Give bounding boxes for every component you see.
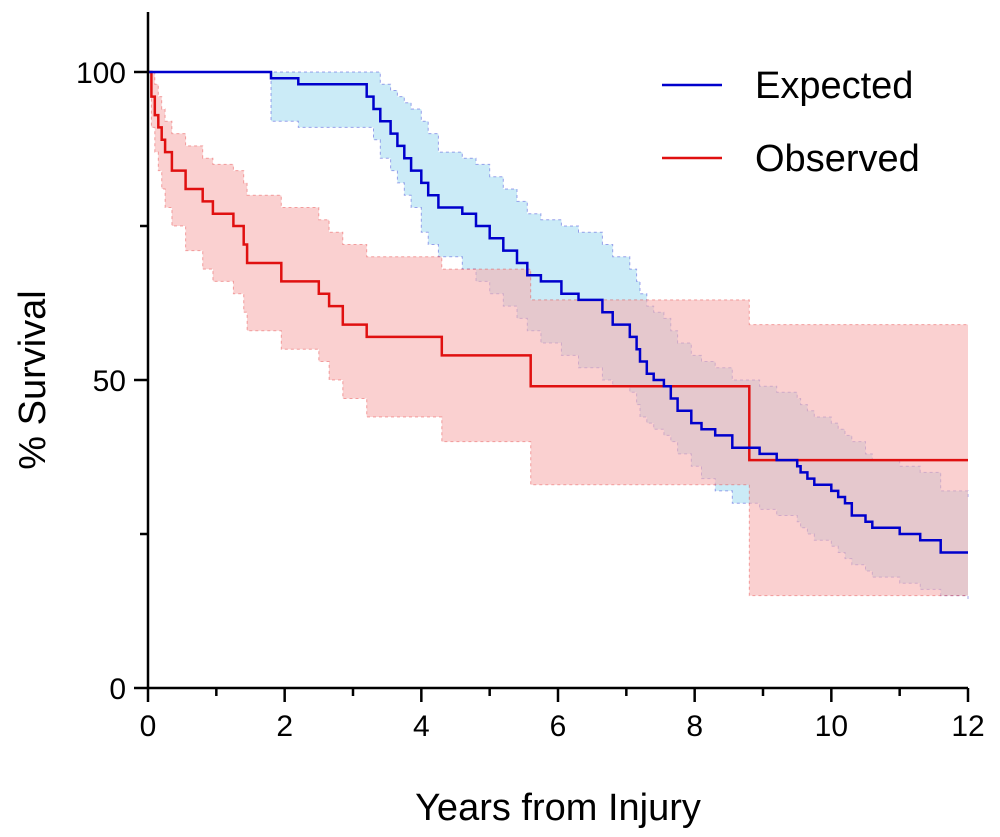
x-tick-label: 12 xyxy=(951,710,984,743)
survival-curves xyxy=(148,70,968,554)
confidence-bands xyxy=(148,71,969,602)
legend: Expected Observed xyxy=(662,65,920,180)
observed-ci-lower-line xyxy=(148,71,968,597)
y-tick-label: 0 xyxy=(109,673,126,706)
x-tick-label: 4 xyxy=(413,710,430,743)
observed-survival-line xyxy=(148,70,968,462)
x-tick-label: 8 xyxy=(686,710,703,743)
x-tick-label: 10 xyxy=(815,710,848,743)
axes: 0 2 4 6 8 10 12 0 50 100 xyxy=(76,12,985,743)
x-tick-label: 0 xyxy=(140,710,157,743)
y-axis-title: % Survival xyxy=(12,290,54,470)
x-tick-label: 6 xyxy=(550,710,567,743)
y-tick-label: 50 xyxy=(93,365,126,398)
legend-observed-label: Observed xyxy=(755,138,920,180)
legend-expected-label: Expected xyxy=(755,65,913,107)
y-tick-label: 100 xyxy=(76,57,126,90)
x-tick-label: 2 xyxy=(276,710,293,743)
expected-survival-line xyxy=(148,70,968,554)
observed-ci-upper-line xyxy=(148,71,968,326)
observed-confidence-band xyxy=(148,72,968,596)
x-axis-title: Years from Injury xyxy=(415,787,701,829)
